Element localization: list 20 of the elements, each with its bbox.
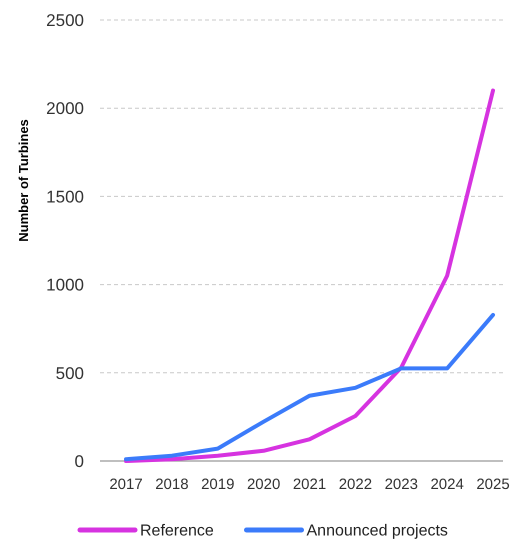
line-series xyxy=(124,312,495,462)
y-tick-label: 2500 xyxy=(46,10,84,30)
y-axis-title: Number of Turbines xyxy=(16,119,31,242)
legend-label: Reference xyxy=(140,522,214,540)
x-tick-label: 2024 xyxy=(430,476,464,493)
y-tick-label: 1500 xyxy=(46,187,84,206)
x-tick-label: 2019 xyxy=(201,476,234,493)
y-tick-label: 0 xyxy=(74,452,84,471)
x-tick-label: 2023 xyxy=(384,476,418,493)
legend-label: Announced projects xyxy=(306,522,448,540)
x-tick-label: 2025 xyxy=(476,476,510,493)
line-series xyxy=(124,88,495,463)
y-tick-label: 500 xyxy=(56,364,84,383)
x-tick-label: 2022 xyxy=(338,476,372,493)
x-tick-label: 2017 xyxy=(109,476,143,493)
y-tick-label: 2000 xyxy=(46,99,84,118)
y-tick-label: 1000 xyxy=(46,276,84,295)
x-tick-label: 2018 xyxy=(155,476,189,493)
x-tick-label: 2021 xyxy=(292,476,326,493)
x-tick-label: 2020 xyxy=(246,476,280,493)
